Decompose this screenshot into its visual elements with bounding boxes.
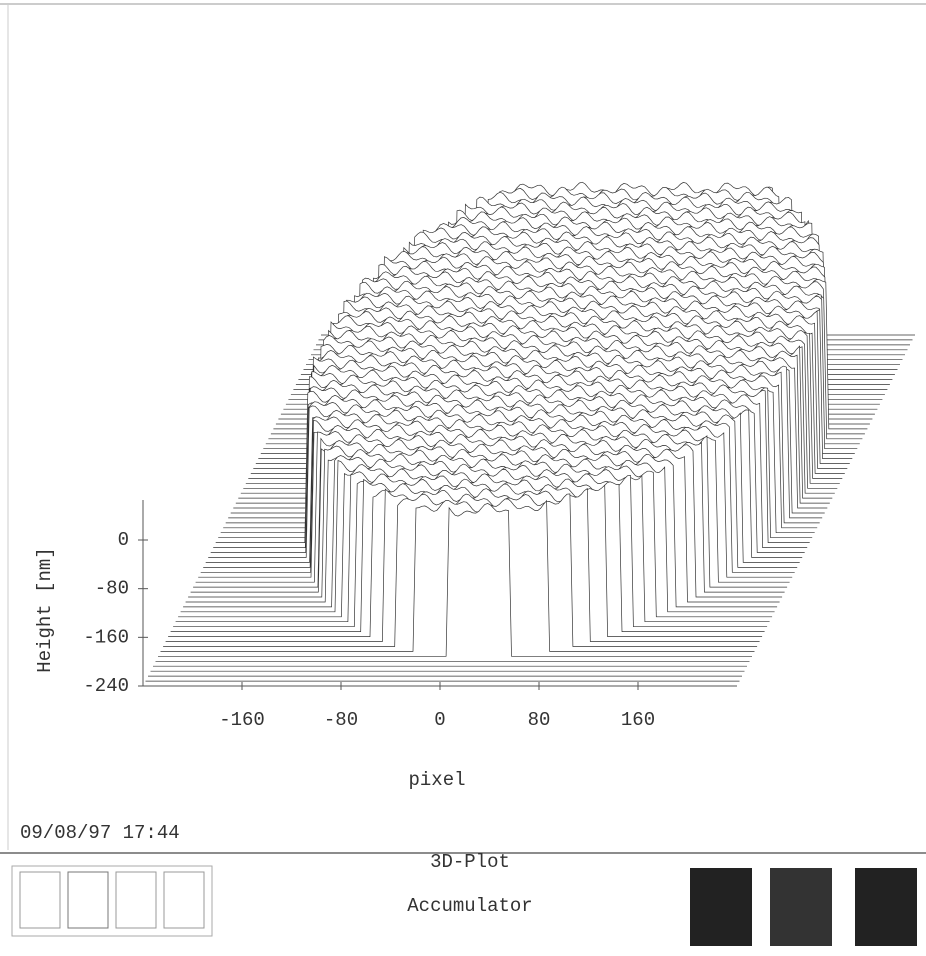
- timestamp: 09/08/97 17:44: [20, 822, 180, 844]
- y-tick-label: -240: [83, 675, 129, 697]
- x-tick-label: 160: [621, 709, 655, 731]
- panel-block[interactable]: [690, 868, 752, 946]
- x-tick-label: -80: [324, 709, 358, 731]
- y-tick-label: -160: [83, 626, 129, 648]
- y-tick-label: 0: [118, 529, 129, 551]
- x-axis-label: pixel: [408, 769, 465, 791]
- panel-block[interactable]: [855, 868, 917, 946]
- x-tick-label: -160: [219, 709, 265, 731]
- mode-label: 3D-Plot: [430, 851, 510, 873]
- x-tick-label: 0: [434, 709, 445, 731]
- y-tick-label: -80: [95, 578, 129, 600]
- panel-block[interactable]: [770, 868, 832, 946]
- y-axis-label: Height [nm]: [34, 547, 56, 672]
- screen: 0 -80 -160 -240 -160 -80 0 80 160 Height [nm] pi…: [0, 0, 926, 951]
- source-label: Accumulator: [407, 895, 532, 917]
- footer-right-panel: [690, 868, 917, 946]
- x-tick-label: 80: [528, 709, 551, 731]
